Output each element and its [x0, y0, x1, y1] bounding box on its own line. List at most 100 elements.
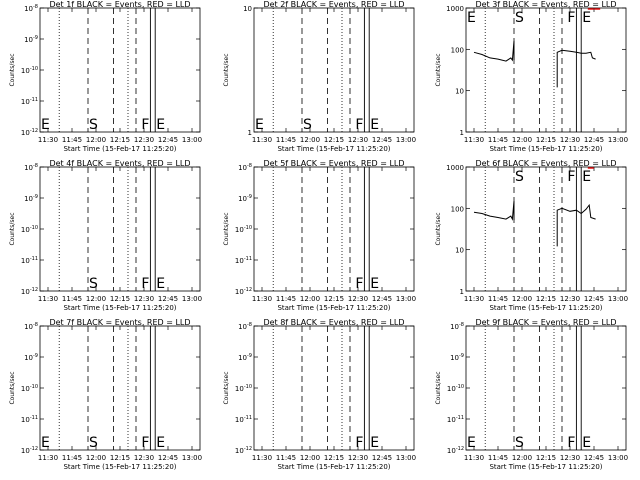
marker-e: E	[370, 117, 379, 133]
x-tick-label: 11:30	[38, 136, 58, 144]
marker-f: F	[355, 276, 363, 292]
marker-e: E	[582, 435, 591, 451]
x-tick-label: 12:45	[372, 454, 392, 462]
x-tick-label: 12:15	[110, 136, 130, 144]
x-tick-label: 11:30	[38, 295, 58, 303]
plot-frame	[39, 325, 201, 451]
marker-e: E	[156, 117, 165, 133]
y-axis-label: Counts/sec	[435, 53, 442, 86]
marker-s: S	[89, 117, 98, 133]
marker-e: E	[255, 117, 264, 133]
marker-s: S	[303, 117, 312, 133]
x-tick-label: 13:00	[608, 136, 628, 144]
x-tick-label: 13:00	[182, 454, 202, 462]
y-tick-label: 10-8	[24, 163, 38, 172]
x-tick-label: 12:15	[324, 136, 344, 144]
x-tick-label: 12:00	[300, 136, 320, 144]
x-tick-label: 11:30	[38, 454, 58, 462]
x-axis-label: Start Time (15-Feb-17 11:25:20)	[489, 463, 602, 471]
x-axis-label: Start Time (15-Feb-17 11:25:20)	[63, 145, 176, 153]
x-tick-label: 12:00	[512, 454, 532, 462]
plot-frame	[39, 166, 201, 292]
marker-s: S	[89, 435, 98, 451]
x-tick-label: 11:45	[276, 136, 296, 144]
panel-det-6: Det 6f BLACK = Events, RED = LLD 1 10 100 10…	[435, 159, 628, 312]
y-tick-label: 1	[248, 129, 252, 137]
marker-e: E	[156, 276, 165, 292]
x-tick-label: 12:00	[300, 454, 320, 462]
y-tick-label: 10-12	[235, 287, 252, 296]
y-tick-label: 10-8	[238, 163, 252, 172]
y-tick-label: 1000	[446, 164, 464, 172]
x-tick-label: 11:45	[276, 295, 296, 303]
panel-det-5: Det 5f BLACK = Events, RED = LLD 10-12 10-…	[223, 159, 416, 312]
y-tick-label: 10-11	[21, 256, 38, 265]
panel-title: Det 5f BLACK = Events, RED = LLD	[263, 159, 404, 168]
marker-f: F	[567, 435, 575, 451]
marker-e: E	[582, 169, 591, 185]
x-tick-label: 12:00	[86, 454, 106, 462]
panel-title: Det 8f BLACK = Events, RED = LLD	[263, 318, 404, 327]
y-tick-label: 10-10	[21, 225, 38, 234]
x-tick-label: 11:30	[252, 454, 272, 462]
x-tick-label: 12:45	[372, 295, 392, 303]
x-tick-label: 11:30	[464, 454, 484, 462]
y-tick-label: 10-10	[447, 384, 464, 393]
marker-e: E	[370, 435, 379, 451]
marker-e: E	[467, 10, 476, 26]
y-tick-label: 10-12	[235, 446, 252, 455]
y-axis-label: Counts/sec	[223, 212, 230, 245]
panel-title: Det 9f BLACK = Events, RED = LLD	[475, 318, 616, 327]
marker-f: F	[355, 435, 363, 451]
x-tick-label: 11:30	[252, 136, 272, 144]
x-tick-label: 12:45	[584, 295, 604, 303]
y-tick-label: 10-10	[21, 384, 38, 393]
marker-e: E	[370, 276, 379, 292]
x-tick-label: 12:00	[86, 295, 106, 303]
marker-f: F	[141, 276, 149, 292]
x-tick-label: 12:00	[512, 295, 532, 303]
plot-frame	[253, 7, 415, 133]
y-tick-label: 10-8	[24, 4, 38, 13]
x-tick-label: 12:30	[134, 454, 154, 462]
x-axis-label: Start Time (15-Feb-17 11:25:20)	[63, 304, 176, 312]
x-tick-label: 12:15	[324, 295, 344, 303]
marker-e: E	[467, 435, 476, 451]
y-tick-label: 10-8	[450, 322, 464, 331]
panel-title: Det 6f BLACK = Events, RED = LLD	[475, 159, 616, 168]
y-tick-label: 10-10	[235, 225, 252, 234]
x-tick-label: 12:15	[324, 454, 344, 462]
y-axis-label: Counts/sec	[223, 371, 230, 404]
marker-f: F	[567, 10, 575, 26]
x-tick-label: 12:45	[584, 454, 604, 462]
marker-e: E	[41, 435, 50, 451]
panel-det-3: Det 3f BLACK = Events, RED = LLD 1 10 100 10…	[435, 0, 628, 153]
x-tick-label: 11:45	[62, 454, 82, 462]
y-axis-label: Counts/sec	[223, 53, 230, 86]
events-series	[473, 201, 515, 221]
marker-s: S	[515, 169, 524, 185]
y-axis-label: Counts/sec	[9, 53, 16, 86]
x-tick-label: 11:45	[276, 454, 296, 462]
y-tick-label: 10-9	[24, 194, 38, 203]
y-axis-label: Counts/sec	[435, 371, 442, 404]
y-tick-label: 1	[460, 129, 464, 137]
y-tick-label: 10-12	[21, 128, 38, 137]
x-tick-label: 12:00	[86, 136, 106, 144]
marker-e: E	[41, 117, 50, 133]
marker-s: S	[515, 435, 524, 451]
x-tick-label: 12:15	[536, 295, 556, 303]
x-axis-label: Start Time (15-Feb-17 11:25:20)	[277, 304, 390, 312]
marker-e: E	[582, 10, 591, 26]
x-tick-label: 11:30	[464, 295, 484, 303]
y-tick-label: 10-9	[450, 353, 464, 362]
y-tick-label: 100	[451, 205, 464, 213]
panel-det-2: Det 2f BLACK = Events, RED = LLD 1 10 11:30…	[223, 0, 416, 153]
x-axis-label: Start Time (15-Feb-17 11:25:20)	[489, 145, 602, 153]
y-axis-label: Counts/sec	[9, 212, 16, 245]
plot-frame	[253, 166, 415, 292]
marker-f: F	[355, 117, 363, 133]
x-tick-label: 12:00	[512, 136, 532, 144]
panel-det-9: Det 9f BLACK = Events, RED = LLD 10-12 10-…	[435, 318, 628, 471]
